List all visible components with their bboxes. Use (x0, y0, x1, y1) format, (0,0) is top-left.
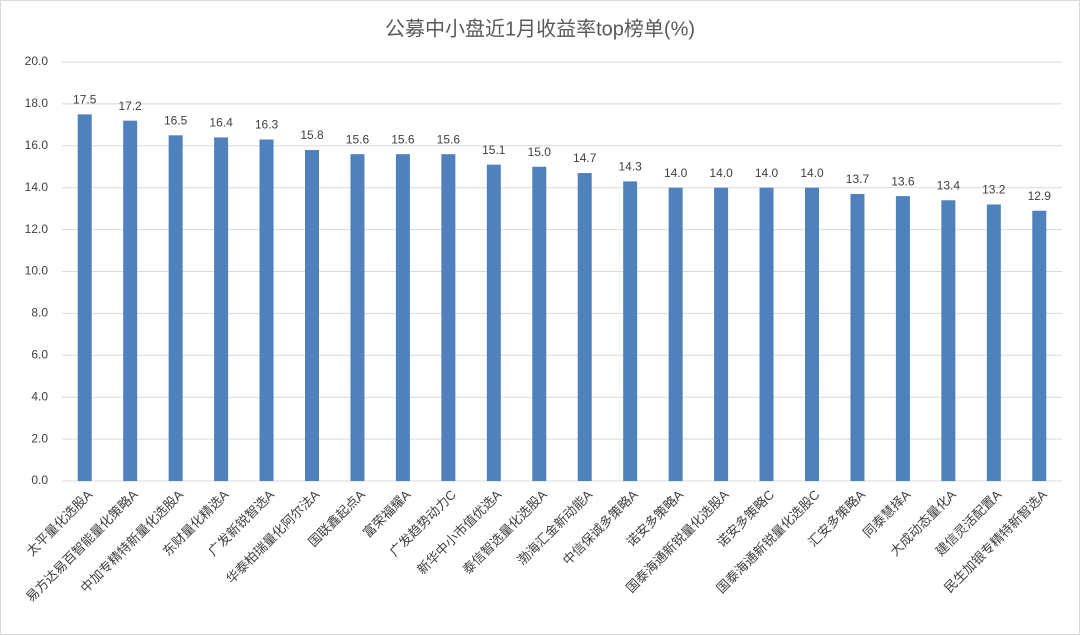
bar (214, 137, 229, 482)
bar (759, 187, 774, 481)
bar (168, 135, 183, 481)
bar (986, 204, 1001, 481)
y-tick-label: 2.0 (31, 431, 48, 445)
data-label: 14.0 (800, 166, 824, 180)
bar (123, 120, 138, 481)
bar (77, 114, 92, 481)
data-label: 13.7 (846, 172, 870, 186)
data-label: 12.9 (1028, 189, 1052, 203)
data-label: 14.0 (755, 166, 779, 180)
bar (532, 166, 547, 481)
data-label: 15.6 (391, 132, 415, 146)
bar (1032, 210, 1047, 481)
bar (305, 149, 319, 482)
data-label: 16.5 (164, 113, 188, 127)
y-tick-label: 0.0 (31, 473, 48, 487)
data-label: 14.7 (573, 151, 597, 165)
data-label: 13.2 (982, 183, 1006, 197)
data-label: 14.0 (664, 166, 688, 180)
bar (259, 139, 274, 481)
data-label: 16.4 (209, 116, 233, 130)
bar (486, 164, 501, 481)
data-label: 15.6 (437, 132, 461, 146)
bar (850, 193, 865, 482)
data-label: 15.8 (300, 128, 324, 142)
chart-title: 公募中小盘近1月收益率top榜单(%) (385, 17, 695, 40)
data-label: 13.6 (891, 174, 915, 188)
y-tick-label: 14.0 (25, 180, 49, 194)
data-label: 15.6 (346, 132, 370, 146)
y-tick-label: 8.0 (31, 306, 48, 320)
y-tick-label: 20.0 (25, 54, 49, 68)
y-tick-label: 16.0 (25, 138, 49, 152)
bar (577, 173, 592, 481)
bar (668, 187, 683, 481)
y-tick-label: 6.0 (31, 347, 48, 361)
y-tick-label: 12.0 (25, 222, 49, 236)
y-tick-label: 4.0 (31, 389, 48, 403)
data-label: 15.1 (482, 143, 506, 157)
y-tick-label: 18.0 (25, 96, 49, 110)
bar (395, 154, 410, 481)
bar (441, 154, 456, 481)
bar (941, 200, 956, 481)
data-label: 14.3 (619, 160, 643, 174)
bar (895, 196, 910, 481)
data-label: 16.3 (255, 118, 279, 132)
data-label: 13.4 (937, 178, 961, 192)
data-label: 17.2 (119, 99, 143, 113)
bar (805, 187, 819, 481)
data-label: 14.0 (709, 166, 733, 180)
bar (623, 181, 638, 482)
bar (714, 187, 729, 481)
data-label: 17.5 (73, 93, 97, 107)
bar (350, 154, 365, 481)
data-label: 15.0 (528, 145, 552, 159)
y-tick-label: 10.0 (25, 264, 49, 278)
